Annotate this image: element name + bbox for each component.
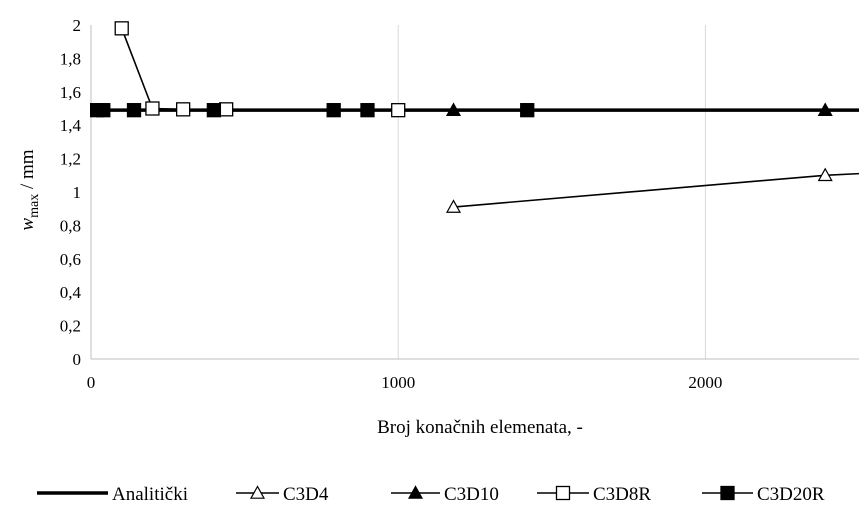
data-point-c3d8r — [176, 102, 191, 117]
legend-label-c3d10: C3D10 — [444, 484, 499, 505]
chart-axes — [90, 25, 859, 360]
y-tick-label: 1 — [73, 183, 82, 202]
data-point-c3d10 — [817, 102, 833, 116]
y-tick-label: 0 — [73, 350, 82, 369]
chart-tick-labels: 0 0,2 0,4 0,6 0,8 1 1,2 1,4 1,6 1,8 2 0 1000 2000 — [60, 16, 723, 392]
data-point-c3d20r — [360, 103, 375, 118]
data-point-c3d20r — [520, 103, 535, 118]
y-tick-label: 1,2 — [60, 150, 81, 169]
x-tick-label: 2000 — [688, 373, 722, 392]
data-point-c3d4 — [445, 199, 462, 213]
y-tick-label: 2 — [73, 16, 82, 35]
data-point-c3d8r — [114, 21, 129, 36]
chart-plot-area — [89, 21, 859, 213]
chart-legend: Analitički C3D4 C3D10 C3D8R C3D20R — [37, 484, 825, 505]
data-point-c3d20r — [96, 103, 111, 118]
legend-label-c3d4: C3D4 — [283, 484, 329, 505]
legend-label-analitički: Analitički — [112, 484, 188, 505]
y-axis-title-unit: / mm — [17, 149, 38, 194]
chart-gridlines — [397, 25, 706, 359]
y-tick-label: 1,8 — [60, 49, 81, 68]
data-point-c3d4 — [817, 167, 833, 182]
data-point-c3d8r — [219, 102, 234, 117]
y-axis-title: wmax / mm — [17, 149, 42, 230]
series-line-c3d8r — [120, 28, 399, 111]
legend-marker-c3d10 — [407, 485, 424, 499]
y-tick-label: 1,6 — [60, 83, 81, 102]
y-tick-label: 0,4 — [60, 283, 82, 302]
x-tick-label: 1000 — [381, 373, 415, 392]
data-point-c3d20r — [126, 103, 142, 118]
y-axis-title-symbol: w — [17, 218, 38, 231]
data-point-c3d20r — [326, 103, 341, 118]
x-axis-title: Broj konačnih elemenata, - — [377, 417, 583, 438]
y-tick-label: 1,4 — [60, 116, 82, 135]
y-axis-title-subscript: max — [27, 194, 42, 218]
legend-label-c3d8r: C3D8R — [593, 484, 651, 505]
y-tick-label: 0,2 — [60, 317, 81, 336]
y-tick-label: 0,8 — [60, 216, 81, 235]
data-point-c3d8r — [145, 101, 160, 116]
legend-marker-c3d20r — [720, 485, 735, 501]
legend-label-c3d20r: C3D20R — [757, 484, 825, 505]
data-point-c3d10 — [445, 102, 462, 116]
data-point-c3d20r — [206, 103, 222, 118]
data-point-c3d8r — [391, 103, 406, 118]
x-tick-label: 0 — [87, 373, 96, 392]
series-line-c3d4 — [453, 172, 859, 208]
y-tick-label: 0,6 — [60, 250, 81, 269]
legend-marker-c3d4 — [249, 485, 266, 499]
legend-marker-c3d8r — [555, 485, 571, 501]
